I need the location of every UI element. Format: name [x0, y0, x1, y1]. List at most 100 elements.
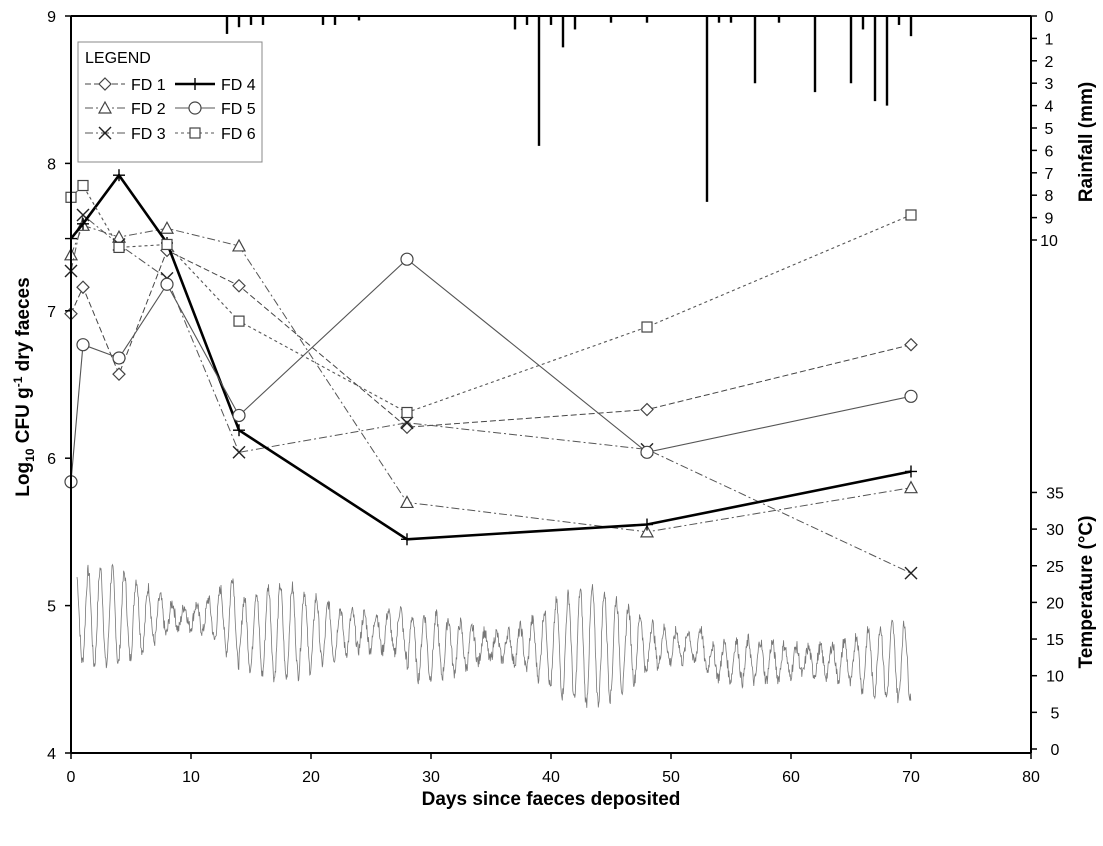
y-tick-label: 9: [47, 9, 56, 26]
legend-item-fd3: FD 3: [85, 126, 166, 143]
x-tick-label: 70: [902, 769, 920, 786]
legend: LEGEND FD 1 FD 2 FD 3 FD 4 FD 5 FD 6: [77, 41, 263, 163]
series-fd3-line: [70, 214, 912, 574]
temperature-tick-label: 5: [1051, 705, 1060, 722]
series-fd1-line: [70, 249, 912, 428]
series-fd5: [64, 252, 918, 489]
temperature-tick-label: 35: [1046, 485, 1064, 502]
series-fd4: [65, 169, 917, 546]
legend-swatch-marker: [98, 77, 112, 91]
series-fd5-point: [904, 389, 918, 403]
series-fd6-point: [77, 179, 89, 192]
legend-item-label: FD 3: [131, 126, 166, 143]
temperature-tick-label: 30: [1046, 522, 1064, 539]
legend-item-fd4: FD 4: [175, 77, 256, 94]
legend-item-label: FD 2: [131, 101, 166, 118]
rainfall-tick-label: 3: [1045, 76, 1054, 93]
x-tick-label: 60: [782, 769, 800, 786]
temperature-line: [76, 563, 912, 708]
rainfall-tick-label: 9: [1045, 211, 1054, 228]
series-fd2-point: [159, 221, 175, 234]
legend-swatch-marker: [97, 100, 113, 114]
legend-item-fd2: FD 2: [85, 100, 166, 118]
series-fd5-line: [70, 258, 912, 482]
series-lines: [63, 169, 919, 580]
rainfall-tick-label: 4: [1045, 99, 1054, 116]
series-fd3-point: [232, 445, 246, 459]
series-fd4-point: [905, 465, 917, 478]
series-fd2-point: [399, 495, 415, 509]
x-tick-label: 80: [1022, 769, 1040, 786]
rainfall-tick-label: 7: [1045, 166, 1054, 183]
temperature-trace: [76, 563, 912, 708]
temperature-tick-label: 0: [1051, 742, 1060, 759]
series-fd3-point: [904, 566, 918, 580]
series-fd4-point: [77, 217, 89, 230]
legend-swatch-marker: [189, 127, 201, 139]
legend-swatch-marker: [98, 126, 112, 140]
x-tick-label: 0: [67, 769, 76, 786]
marker-stroke: [98, 126, 112, 140]
rainfall-tick-label: 10: [1040, 233, 1058, 250]
x-tick-label: 50: [662, 769, 680, 786]
series-fd1-point: [76, 280, 90, 295]
series-fd6: [65, 179, 917, 419]
series-fd4-point: [113, 169, 125, 182]
legend-item-fd6: FD 6: [175, 126, 256, 143]
y-tick-label: 7: [47, 304, 56, 321]
series-fd1-point: [400, 420, 414, 435]
y-axis-title-main: Log: [13, 462, 34, 497]
y-tick-label: 5: [47, 599, 56, 616]
series-fd2-point: [231, 238, 247, 252]
rainfall-tick-label: 1: [1045, 31, 1054, 48]
series-fd2-line: [70, 224, 912, 533]
series-fd6-point: [113, 241, 125, 254]
temperature-tick-label: 15: [1046, 632, 1064, 649]
legend-item-label: FD 5: [221, 101, 256, 118]
rainfall-tick-label: 0: [1045, 9, 1054, 26]
temperature-tick-label: 20: [1046, 595, 1064, 612]
series-fd6-line: [70, 184, 912, 414]
legend-item-label: FD 1: [131, 77, 166, 94]
series-fd6-point: [161, 238, 173, 251]
marker-stroke: [400, 416, 414, 430]
rainfall-tick-label: 5: [1045, 121, 1054, 138]
x-tick-label: 40: [542, 769, 560, 786]
series-fd1-point: [904, 337, 918, 352]
legend-item-label: FD 6: [221, 126, 256, 143]
series-fd4-point: [401, 533, 413, 546]
legend-item-fd5: FD 5: [175, 101, 256, 118]
x-tick-label: 10: [182, 769, 200, 786]
rainfall-tick-label: 6: [1045, 143, 1054, 160]
temperature-tick-label: 10: [1046, 669, 1064, 686]
legend-item-label: FD 4: [221, 77, 256, 94]
series-fd3-point: [400, 416, 414, 430]
series-fd1-point: [640, 402, 654, 417]
x-tick-label: 20: [302, 769, 320, 786]
marker-stroke: [904, 566, 918, 580]
axes: 0 10 20 30 40 50 60 70 80 4 5 6 7 8 9 0 1 2 3 4 5 6 7 8 9 10 0 5 10 1…: [47, 9, 1064, 786]
x-axis-title: Days since faeces deposited: [422, 789, 681, 810]
legend-title: LEGEND: [85, 50, 151, 67]
y-axis-title: Log10 CFU g-1 dry faeces: [11, 277, 37, 496]
rainfall-bars: [225, 16, 913, 202]
series-fd3: [64, 208, 918, 580]
rainfall-tick-label: 2: [1045, 54, 1054, 71]
series-fd5-point: [160, 277, 174, 291]
series-fd1-point: [232, 278, 246, 293]
series-fd5-point: [640, 445, 654, 459]
y-axis-title-mid: CFU g: [13, 387, 34, 448]
y-axis-title-sub: 10: [23, 448, 37, 462]
legend-swatch-marker: [188, 101, 202, 115]
series-fd6-point: [905, 209, 917, 221]
y-tick-label: 4: [47, 746, 56, 763]
series-fd6-point: [401, 406, 413, 419]
legend-item-fd1: FD 1: [85, 77, 166, 94]
series-fd4-point: [233, 424, 245, 437]
y-axis-title-end: dry faeces: [13, 277, 34, 376]
x-tick-label: 30: [422, 769, 440, 786]
rainfall-tick-label: 8: [1045, 188, 1054, 205]
series-fd6-point: [233, 315, 245, 327]
marker-stroke: [76, 208, 90, 222]
